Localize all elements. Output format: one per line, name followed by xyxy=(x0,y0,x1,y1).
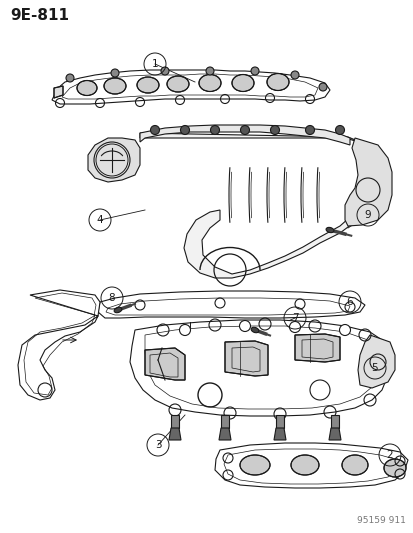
Text: 1: 1 xyxy=(151,59,158,69)
Ellipse shape xyxy=(290,455,318,475)
Text: 7: 7 xyxy=(291,313,298,323)
Circle shape xyxy=(179,325,190,335)
Polygon shape xyxy=(344,138,391,226)
Polygon shape xyxy=(357,335,394,388)
Circle shape xyxy=(180,125,189,134)
Circle shape xyxy=(111,69,119,77)
Circle shape xyxy=(250,67,259,75)
Ellipse shape xyxy=(166,76,189,92)
Ellipse shape xyxy=(104,78,126,94)
Circle shape xyxy=(210,125,219,134)
Polygon shape xyxy=(145,348,185,380)
Text: 8: 8 xyxy=(109,293,115,303)
Circle shape xyxy=(240,125,249,134)
Text: 3: 3 xyxy=(154,440,161,450)
Polygon shape xyxy=(273,428,285,440)
Text: 9E-811: 9E-811 xyxy=(10,8,69,23)
Ellipse shape xyxy=(325,228,333,232)
Polygon shape xyxy=(54,86,63,98)
Polygon shape xyxy=(294,334,339,362)
Circle shape xyxy=(206,67,214,75)
Text: 4: 4 xyxy=(97,215,103,225)
Circle shape xyxy=(290,71,298,79)
Ellipse shape xyxy=(266,74,288,91)
Text: 6: 6 xyxy=(346,297,352,307)
Ellipse shape xyxy=(251,327,258,333)
Text: 2: 2 xyxy=(386,450,392,460)
Circle shape xyxy=(161,67,169,75)
Polygon shape xyxy=(221,415,228,428)
Polygon shape xyxy=(52,70,329,104)
Circle shape xyxy=(318,83,326,91)
Polygon shape xyxy=(330,415,338,428)
Polygon shape xyxy=(214,443,407,488)
Ellipse shape xyxy=(341,455,367,475)
Polygon shape xyxy=(98,291,364,318)
Ellipse shape xyxy=(137,77,159,93)
Circle shape xyxy=(270,125,279,134)
Polygon shape xyxy=(140,125,349,145)
Ellipse shape xyxy=(231,75,254,92)
Circle shape xyxy=(305,125,314,134)
Circle shape xyxy=(339,325,350,335)
Circle shape xyxy=(335,125,344,134)
Polygon shape xyxy=(218,428,230,440)
Circle shape xyxy=(289,321,300,333)
Polygon shape xyxy=(18,290,100,400)
Ellipse shape xyxy=(199,75,221,92)
Polygon shape xyxy=(328,428,340,440)
Ellipse shape xyxy=(240,455,269,475)
Polygon shape xyxy=(88,138,140,182)
Text: 95159 911: 95159 911 xyxy=(356,516,405,525)
Polygon shape xyxy=(169,428,180,440)
Circle shape xyxy=(150,125,159,134)
Circle shape xyxy=(239,320,250,332)
Polygon shape xyxy=(224,341,267,376)
Text: 5: 5 xyxy=(371,363,377,373)
Polygon shape xyxy=(130,320,389,416)
Polygon shape xyxy=(140,133,377,278)
Ellipse shape xyxy=(114,308,121,313)
Polygon shape xyxy=(275,415,283,428)
Ellipse shape xyxy=(77,80,97,95)
Ellipse shape xyxy=(383,459,405,477)
Circle shape xyxy=(66,74,74,82)
Text: 9: 9 xyxy=(364,210,370,220)
Polygon shape xyxy=(171,415,178,428)
